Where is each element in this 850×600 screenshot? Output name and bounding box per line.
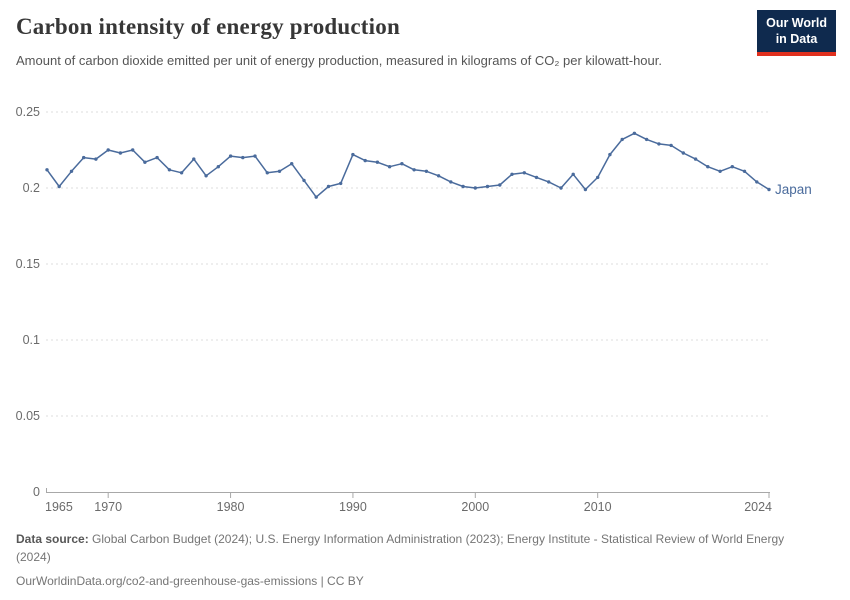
y-tick-label: 0.1 (23, 333, 40, 347)
data-point[interactable] (155, 155, 159, 160)
data-point[interactable] (265, 171, 269, 175)
x-tick-label: 1980 (217, 500, 245, 514)
data-point[interactable] (314, 195, 318, 199)
y-tick-label: 0.2 (23, 181, 40, 195)
data-point[interactable] (596, 175, 600, 180)
data-point[interactable] (339, 181, 343, 186)
chart-subtitle: Amount of carbon dioxide emitted per uni… (16, 53, 662, 68)
data-point[interactable] (326, 184, 331, 189)
data-source-label: Data source: (16, 532, 89, 546)
data-point[interactable] (375, 160, 380, 164)
series-label[interactable]: Japan (775, 182, 812, 197)
data-point[interactable] (241, 155, 245, 160)
data-point[interactable] (473, 186, 477, 190)
data-source-text: Global Carbon Budget (2024); U.S. Energy… (16, 532, 785, 564)
data-point[interactable] (522, 171, 526, 175)
x-tick-label: 2010 (584, 500, 612, 514)
data-point[interactable] (559, 186, 563, 190)
y-tick-label: 0.25 (16, 105, 40, 119)
data-point[interactable] (69, 169, 74, 173)
y-tick-label: 0 (33, 485, 40, 499)
x-tick-label: 2024 (744, 500, 772, 514)
data-point[interactable] (669, 143, 673, 148)
owid-logo-line1: Our World (766, 16, 827, 30)
data-point[interactable] (436, 174, 441, 178)
data-point[interactable] (718, 169, 722, 173)
data-point[interactable] (742, 169, 747, 173)
data-point[interactable] (681, 151, 685, 155)
owid-logo-line2: in Data (775, 32, 818, 47)
data-point[interactable] (767, 187, 771, 192)
data-point[interactable] (583, 187, 588, 192)
y-tick-label: 0.15 (16, 257, 40, 271)
series-line[interactable] (46, 132, 770, 198)
data-point[interactable] (534, 175, 539, 180)
data-point[interactable] (290, 162, 294, 166)
data-point[interactable] (192, 157, 196, 161)
data-point[interactable] (706, 165, 710, 169)
data-point[interactable] (57, 184, 61, 189)
data-point[interactable] (94, 157, 98, 161)
data-point[interactable] (351, 152, 355, 157)
data-point[interactable] (253, 154, 257, 158)
data-point[interactable] (216, 165, 220, 169)
data-point[interactable] (143, 160, 147, 164)
y-tick-label: 0.05 (16, 409, 40, 423)
data-point[interactable] (485, 184, 490, 189)
citation-line[interactable]: OurWorldinData.org/co2-and-greenhouse-ga… (16, 574, 364, 588)
data-point[interactable] (693, 157, 698, 161)
data-point[interactable] (204, 174, 208, 178)
data-point[interactable] (608, 152, 612, 157)
data-point[interactable] (277, 169, 282, 173)
data-point[interactable] (387, 165, 392, 169)
data-point[interactable] (167, 168, 172, 172)
data-point[interactable] (755, 180, 759, 184)
data-point[interactable] (632, 131, 637, 135)
data-point[interactable] (510, 172, 514, 176)
data-point[interactable] (547, 180, 551, 184)
data-point[interactable] (106, 148, 110, 152)
data-point[interactable] (730, 165, 734, 169)
data-point[interactable] (302, 178, 306, 183)
x-tick-label: 2000 (461, 500, 489, 514)
x-tick-label: 1965 (45, 500, 73, 514)
data-point[interactable] (118, 151, 123, 155)
data-point[interactable] (82, 155, 86, 160)
data-point[interactable] (620, 137, 624, 142)
data-point[interactable] (571, 172, 575, 176)
data-point[interactable] (657, 142, 661, 146)
data-point[interactable] (498, 183, 502, 187)
chart-footer: Data source: Global Carbon Budget (2024)… (16, 530, 816, 590)
data-point[interactable] (424, 169, 429, 173)
data-point[interactable] (400, 162, 404, 166)
x-tick-label: 1990 (339, 500, 367, 514)
data-point[interactable] (644, 137, 649, 142)
data-point[interactable] (363, 158, 367, 163)
data-source-line: Data source: Global Carbon Budget (2024)… (16, 530, 808, 566)
data-point[interactable] (179, 171, 184, 175)
data-point[interactable] (45, 168, 49, 172)
data-point[interactable] (412, 168, 416, 172)
owid-logo[interactable]: Our World in Data (757, 10, 836, 56)
data-point[interactable] (461, 184, 465, 189)
data-point[interactable] (449, 180, 453, 184)
data-point[interactable] (131, 148, 135, 152)
data-point[interactable] (228, 154, 233, 158)
chart-title: Carbon intensity of energy production (16, 14, 400, 39)
x-tick-label: 1970 (94, 500, 122, 514)
